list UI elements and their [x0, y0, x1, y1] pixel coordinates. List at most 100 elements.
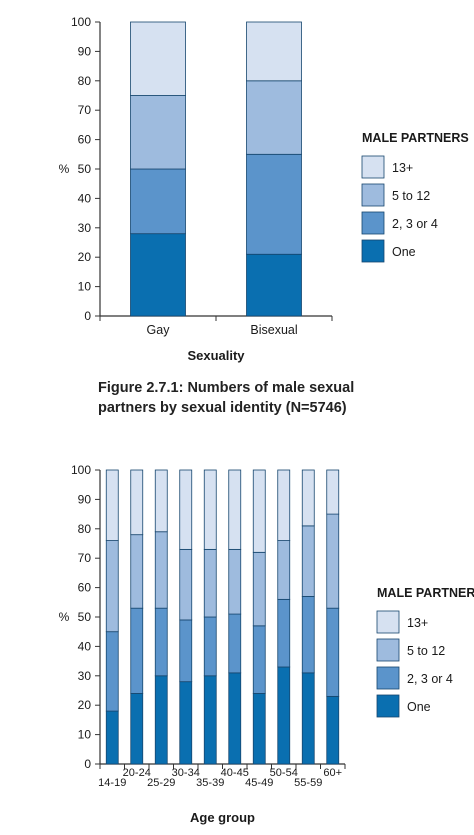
legend-title: MALE PARTNERS: [377, 586, 474, 600]
figure-caption: Figure 2.7.1: Numbers of male sexual par…: [98, 378, 398, 418]
legend-swatch: [376, 610, 400, 634]
legend-label: 13+: [407, 616, 428, 630]
y-tick-label: 0: [84, 309, 91, 323]
legend-swatch: [361, 211, 385, 235]
bar-segment: [130, 534, 144, 609]
y-tick-label: 80: [78, 522, 92, 536]
bar-segment: [130, 693, 144, 765]
bar-segment: [326, 513, 340, 609]
bar-segment: [252, 551, 266, 627]
x-tick-label: Bisexual: [250, 323, 297, 337]
bar-segment: [130, 469, 144, 536]
caption-line-2: partners by sexual identity (N=5746): [98, 400, 347, 416]
bar-segment: [179, 681, 193, 765]
x-tick-label: 45-49: [245, 777, 273, 789]
x-tick-label: 60+: [323, 767, 342, 779]
bar-segment: [203, 548, 217, 618]
x-axis-label: Sexuality: [187, 348, 245, 363]
y-tick-label: 20: [78, 698, 92, 712]
legend-label: One: [392, 245, 416, 259]
y-tick-label: 70: [78, 551, 92, 565]
bar-segment: [326, 469, 340, 515]
bar-segment: [228, 613, 242, 674]
legend-swatch: [361, 155, 385, 179]
legend-label: One: [407, 700, 431, 714]
y-tick-label: 90: [78, 44, 92, 58]
caption-line-1: Figure 2.7.1: Numbers of male sexual: [98, 380, 355, 396]
bar-segment: [228, 548, 242, 615]
bar-segment: [130, 95, 186, 170]
bar-segment: [277, 540, 291, 600]
bar-segment: [203, 675, 217, 765]
bar-segment: [154, 675, 168, 765]
bar-segment: [301, 672, 315, 765]
y-tick-label: 100: [71, 15, 91, 29]
x-tick-label: 55-59: [294, 777, 322, 789]
bar-segment: [105, 631, 119, 712]
bar-segment: [179, 619, 193, 683]
y-tick-label: 60: [78, 581, 92, 595]
y-tick-label: 50: [78, 162, 92, 176]
y-axis-label: %: [59, 162, 70, 176]
bar-segment: [203, 616, 217, 677]
bar-segment: [105, 469, 119, 541]
x-tick-label: 50-54: [270, 767, 298, 779]
bar-segment: [228, 672, 242, 765]
y-tick-label: 100: [71, 463, 91, 477]
y-tick-label: 30: [78, 669, 92, 683]
bar-segment: [130, 607, 144, 694]
bar-segment: [301, 596, 315, 674]
y-tick-label: 30: [78, 221, 92, 235]
y-tick-label: 70: [78, 103, 92, 117]
legend-label: 5 to 12: [392, 189, 430, 203]
bar-segment: [277, 598, 291, 668]
x-tick-label: 14-19: [98, 777, 126, 789]
bar-segment: [246, 153, 302, 255]
legend-swatch: [376, 638, 400, 662]
x-tick-label: 20-24: [123, 767, 151, 779]
bar-segment: [252, 693, 266, 765]
y-tick-label: 40: [78, 191, 92, 205]
chart-age-group: 0 10 20 30 40 50 60 70 80 90 100% 14-1920-2425-2930…: [59, 463, 474, 825]
bar-segment: [130, 168, 186, 235]
bar-segment: [326, 695, 340, 765]
y-tick-label: 20: [78, 250, 92, 264]
bar-segment: [154, 531, 168, 609]
bar-segment: [105, 710, 119, 765]
y-tick-label: 40: [78, 639, 92, 653]
y-tick-label: 10: [78, 728, 92, 742]
bar-segment: [154, 469, 168, 533]
bar-segment: [252, 625, 266, 694]
bar-segment: [301, 525, 315, 597]
legend-swatch: [361, 183, 385, 207]
bar-segment: [228, 469, 242, 550]
bar-segment: [326, 607, 340, 697]
y-tick-label: 0: [84, 757, 91, 771]
bar-segment: [130, 233, 186, 317]
bar-segment: [179, 548, 193, 621]
y-tick-label: 80: [78, 74, 92, 88]
x-tick-label: Gay: [147, 323, 171, 337]
bar-segment: [246, 253, 302, 317]
x-tick-label: 25-29: [147, 777, 175, 789]
y-axis-label: %: [59, 610, 70, 624]
bar-segment: [203, 469, 217, 550]
y-tick-label: 90: [78, 492, 92, 506]
bar-segment: [277, 666, 291, 765]
chart-sexual-identity: 0 10 20 30 40 50 60 70 80 90 100% Gay Bisexual Sexual…: [59, 15, 469, 363]
bar-segment: [301, 469, 315, 527]
legend-label: 2, 3 or 4: [392, 217, 438, 231]
legend-label: 2, 3 or 4: [407, 672, 453, 686]
bar-segment: [130, 21, 186, 96]
bar-segment: [246, 21, 302, 82]
y-tick-label: 60: [78, 133, 92, 147]
x-tick-label: 40-45: [221, 767, 249, 779]
legend-swatch: [376, 666, 400, 690]
x-tick-label: 35-39: [196, 777, 224, 789]
legend-label: 5 to 12: [407, 644, 445, 658]
x-axis-label: Age group: [190, 810, 255, 825]
legend-title: MALE PARTNERS: [362, 131, 469, 145]
bar-segment: [277, 469, 291, 541]
y-tick-label: 50: [78, 610, 92, 624]
y-tick-label: 10: [78, 280, 92, 294]
